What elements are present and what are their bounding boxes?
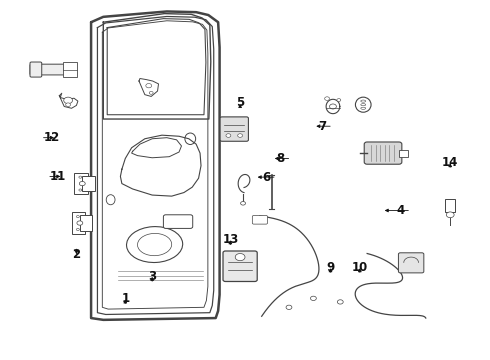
- Circle shape: [325, 97, 330, 100]
- Circle shape: [79, 181, 85, 186]
- Ellipse shape: [361, 100, 366, 102]
- Circle shape: [64, 97, 73, 104]
- Ellipse shape: [138, 233, 172, 256]
- Text: 8: 8: [276, 152, 285, 165]
- Circle shape: [66, 103, 71, 107]
- Bar: [82, 176, 95, 192]
- Circle shape: [337, 99, 341, 102]
- Circle shape: [79, 176, 82, 178]
- FancyBboxPatch shape: [30, 64, 70, 75]
- Circle shape: [238, 134, 243, 137]
- FancyBboxPatch shape: [220, 117, 248, 141]
- Bar: [445, 199, 455, 212]
- Bar: [80, 215, 92, 231]
- Circle shape: [149, 91, 153, 94]
- Circle shape: [146, 84, 152, 88]
- Ellipse shape: [185, 133, 196, 144]
- Text: 3: 3: [148, 270, 156, 283]
- Text: 6: 6: [262, 171, 270, 184]
- FancyBboxPatch shape: [364, 142, 402, 164]
- Circle shape: [79, 189, 82, 191]
- Circle shape: [241, 202, 245, 205]
- Text: 5: 5: [236, 96, 244, 109]
- FancyBboxPatch shape: [398, 253, 424, 273]
- Text: 4: 4: [396, 204, 405, 217]
- Text: 12: 12: [44, 131, 60, 144]
- Text: 2: 2: [73, 248, 80, 261]
- FancyBboxPatch shape: [163, 215, 193, 228]
- Ellipse shape: [106, 195, 115, 205]
- Bar: [399, 149, 408, 157]
- FancyBboxPatch shape: [223, 251, 257, 282]
- Text: 14: 14: [442, 156, 459, 168]
- Ellipse shape: [361, 107, 366, 109]
- Bar: [72, 212, 85, 234]
- Ellipse shape: [361, 104, 366, 106]
- Bar: [63, 62, 77, 77]
- Text: 11: 11: [50, 170, 66, 183]
- Text: 7: 7: [318, 120, 326, 133]
- Circle shape: [226, 134, 231, 137]
- Circle shape: [77, 221, 83, 225]
- Circle shape: [330, 104, 336, 109]
- FancyBboxPatch shape: [252, 216, 268, 224]
- Circle shape: [76, 228, 79, 230]
- Ellipse shape: [126, 226, 183, 262]
- Circle shape: [446, 212, 454, 218]
- Bar: [74, 173, 88, 194]
- Circle shape: [76, 216, 79, 218]
- Circle shape: [311, 296, 317, 301]
- Text: 1: 1: [121, 292, 129, 305]
- Circle shape: [286, 305, 292, 310]
- Circle shape: [235, 253, 245, 261]
- FancyBboxPatch shape: [30, 62, 42, 77]
- Text: 10: 10: [352, 261, 368, 274]
- Circle shape: [337, 300, 343, 304]
- Ellipse shape: [355, 97, 371, 112]
- Text: 13: 13: [222, 233, 239, 246]
- Text: 9: 9: [326, 261, 335, 274]
